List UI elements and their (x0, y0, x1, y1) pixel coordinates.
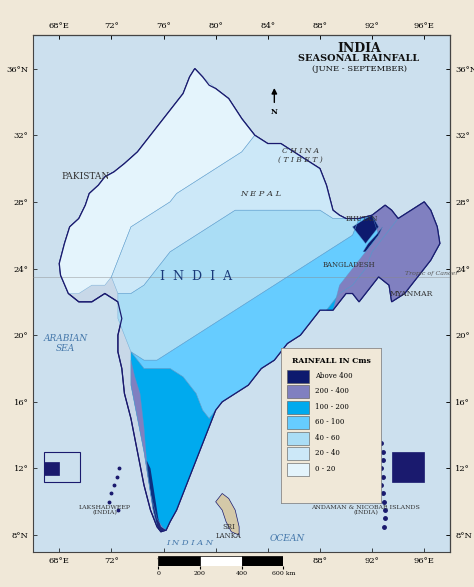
Polygon shape (59, 69, 440, 532)
Bar (200, 556, 242, 566)
Polygon shape (131, 205, 398, 419)
Polygon shape (146, 460, 166, 532)
Text: 40 - 60: 40 - 60 (315, 434, 340, 442)
Bar (287, 463, 310, 475)
Text: I  N  D  I  A: I N D I A (160, 271, 232, 284)
Polygon shape (111, 119, 346, 294)
Bar (158, 556, 200, 566)
Bar (392, 452, 424, 482)
Text: (JUNE - SEPTEMBER): (JUNE - SEPTEMBER) (311, 65, 407, 73)
Text: Above 400: Above 400 (315, 372, 353, 380)
Bar (287, 386, 310, 398)
Bar (287, 447, 310, 460)
Polygon shape (333, 202, 440, 310)
Polygon shape (131, 202, 440, 532)
Text: Tropic of Cancer: Tropic of Cancer (405, 271, 458, 276)
Text: 60 - 100: 60 - 100 (315, 419, 345, 426)
Text: SEASONAL RAINFALL: SEASONAL RAINFALL (299, 54, 419, 63)
Text: 0 - 20: 0 - 20 (315, 465, 336, 473)
Text: MYANMAR: MYANMAR (390, 289, 433, 298)
Text: RAINFALL IN Cms: RAINFALL IN Cms (292, 357, 371, 365)
Bar (44, 462, 59, 475)
Text: I N D I A N: I N D I A N (166, 539, 213, 548)
Polygon shape (59, 69, 255, 294)
Text: INDIA: INDIA (337, 42, 381, 55)
Text: N E P A L: N E P A L (241, 190, 282, 197)
Polygon shape (131, 360, 166, 532)
Polygon shape (118, 210, 359, 360)
Bar (242, 556, 283, 566)
Bar (287, 416, 310, 429)
Bar (287, 401, 310, 414)
Text: BHUTAN: BHUTAN (346, 214, 378, 222)
Text: OCEAN: OCEAN (270, 534, 305, 543)
Text: C H I N A
( T I B E T ): C H I N A ( T I B E T ) (278, 147, 323, 164)
Polygon shape (363, 227, 383, 252)
Bar (44, 452, 80, 482)
Text: 100 - 200: 100 - 200 (315, 403, 349, 411)
Text: ANDAMAN & NICOBAR ISLANDS
(INDIA): ANDAMAN & NICOBAR ISLANDS (INDIA) (311, 505, 420, 515)
Text: ARABIAN
SEA: ARABIAN SEA (44, 334, 88, 353)
Text: SRI
LANKA: SRI LANKA (216, 523, 242, 541)
Text: N: N (271, 108, 278, 116)
Text: 200 - 400: 200 - 400 (315, 387, 349, 396)
Text: BAY OF
BENGAL: BAY OF BENGAL (293, 384, 334, 403)
Text: PAKISTAN: PAKISTAN (61, 173, 109, 181)
Polygon shape (216, 494, 239, 535)
Text: BANGLADESH: BANGLADESH (322, 261, 375, 269)
Polygon shape (353, 215, 379, 244)
Text: 20 - 40: 20 - 40 (315, 450, 340, 457)
Bar (287, 370, 310, 383)
Bar (287, 432, 310, 444)
Text: LAKSHADWEEP
(INDIA): LAKSHADWEEP (INDIA) (79, 505, 131, 515)
